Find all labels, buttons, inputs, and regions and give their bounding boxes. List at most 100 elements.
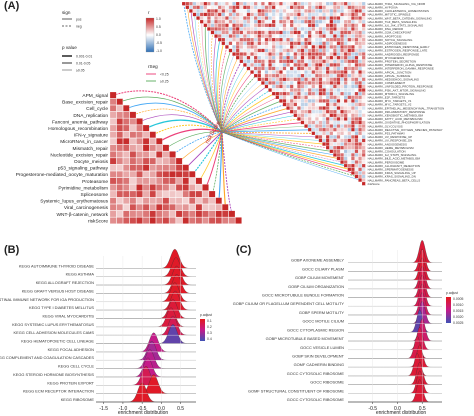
r-tick-5: -1.0: [156, 49, 162, 53]
left-heat-cell: [195, 190, 203, 198]
right-heat-cell: [239, 30, 244, 35]
right-heat-cell: [333, 120, 337, 125]
right-heat-cell: [289, 63, 294, 67]
right-label-34: HALLMARK_GLYCOLYSIS: [368, 124, 403, 128]
right-heat-cell: [221, 16, 226, 20]
right-heat-cell: [293, 99, 298, 103]
panel-b-category-label-7: KEGG SYSTEMIC LUPUS ERYTHEMATOSUS: [12, 322, 94, 327]
right-heat-cell: [282, 23, 287, 28]
panel-b-x-tick-1: -1.0: [119, 406, 128, 412]
right-heat-cell: [361, 45, 366, 49]
right-heat-cell: [286, 30, 290, 35]
right-heat-cell: [343, 102, 348, 107]
network-line: [132, 108, 223, 133]
right-heat-cell: [293, 16, 298, 20]
right-heat-cell: [322, 30, 326, 35]
right-heat-cell: [351, 142, 355, 146]
rseg-item-1: <0.25: [160, 73, 169, 77]
right-label-2: HALLMARK_CHOLESTEROL_HOMEOSTASIS: [368, 9, 429, 13]
right-heat-cell: [282, 59, 287, 64]
right-heat-cell: [282, 95, 287, 100]
right-heat-cell: [354, 23, 359, 28]
right-heat-cell: [217, 5, 222, 10]
right-heat-cell: [293, 27, 298, 31]
right-heat-cell: [203, 12, 208, 17]
right-heat-cell: [336, 9, 341, 13]
right-heat-cell: [329, 37, 334, 42]
right-heat-cell: [311, 16, 316, 20]
right-heat-cell: [243, 16, 247, 20]
right-heat-cell: [361, 124, 366, 128]
right-heat-cell: [275, 9, 280, 13]
right-heat-cell: [311, 91, 316, 96]
right-label-28: HALLMARK_MYC_TARGETS_V2: [368, 103, 412, 107]
panel-a-letter: (A): [4, 0, 20, 12]
right-heat-cell: [214, 27, 218, 31]
right-heat-cell: [189, 1, 193, 6]
left-heat-cell: [123, 144, 130, 152]
right-heat-cell: [282, 63, 287, 67]
panel-b-legend-tick-1: 0.1: [207, 319, 212, 323]
right-heat-cell: [271, 19, 276, 24]
right-label-44: HALLMARK_PEROXISOME: [368, 160, 405, 164]
left-heat-cell: [123, 177, 130, 185]
right-heat-cell: [315, 131, 319, 136]
left-heat-cell: [109, 138, 117, 145]
right-heat-cell: [311, 109, 316, 114]
right-heat-cell: [340, 59, 344, 64]
left-heat-cell: [149, 210, 156, 218]
right-heat-cell: [354, 117, 359, 121]
right-heat-cell: [351, 99, 355, 103]
right-heat-cell: [358, 145, 362, 150]
right-heat-cell: [293, 30, 298, 35]
right-heat-cell: [343, 77, 348, 82]
right-heat-cell: [297, 59, 301, 64]
network-line: [221, 75, 257, 133]
right-heat-cell: [307, 27, 312, 31]
right-heat-cell: [289, 34, 294, 38]
right-heat-cell: [293, 84, 298, 89]
right-heat-cell: [199, 19, 204, 24]
right-heat-cell: [257, 63, 262, 67]
network-line: [221, 131, 325, 145]
right-heat-cell: [333, 9, 337, 13]
network-line: [221, 100, 282, 133]
panel-b-category-label-1: KEGG ASTHMA: [66, 272, 95, 277]
right-heat-cell: [361, 70, 366, 74]
right-label-11: HALLMARK_ADIPOGENESIS: [368, 41, 407, 45]
right-heat-cell: [315, 91, 319, 96]
right-heat-cell: [289, 23, 294, 28]
right-heat-cell: [293, 81, 298, 85]
right-heat-cell: [329, 99, 334, 103]
left-heat-cell: [182, 177, 189, 185]
right-heat-cell: [232, 5, 236, 10]
left-heat-cell: [116, 138, 123, 145]
right-heat-cell: [225, 1, 229, 6]
right-heat-cell: [340, 145, 344, 150]
left-label-9: Nucleotide_excision_repair: [50, 152, 108, 158]
left-heat-cell: [202, 217, 209, 224]
right-heat-cell: [210, 19, 215, 24]
right-heat-cell: [322, 5, 326, 10]
right-heat-cell: [329, 77, 334, 82]
right-heat-cell: [333, 91, 337, 96]
left-heat-cell: [228, 217, 236, 224]
right-heat-cell: [358, 153, 362, 157]
right-heat-cell: [336, 12, 341, 17]
right-heat-cell: [343, 23, 348, 28]
panel-b-ridge-0: [95, 248, 197, 269]
right-heat-cell: [228, 30, 233, 35]
right-heat-cell: [318, 45, 323, 49]
left-heat-cell: [162, 164, 170, 171]
right-heat-cell: [207, 12, 211, 17]
right-heat-cell: [293, 52, 298, 56]
right-heat-cell: [329, 95, 334, 100]
right-heat-cell: [340, 12, 344, 17]
left-heat-cell: [149, 204, 156, 211]
right-heat-cell: [232, 52, 236, 56]
right-heat-cell: [300, 77, 305, 82]
left-heat-cell: [175, 164, 183, 171]
right-heat-cell: [361, 48, 366, 53]
right-heat-cell: [261, 81, 265, 85]
right-heat-cell: [279, 16, 283, 20]
